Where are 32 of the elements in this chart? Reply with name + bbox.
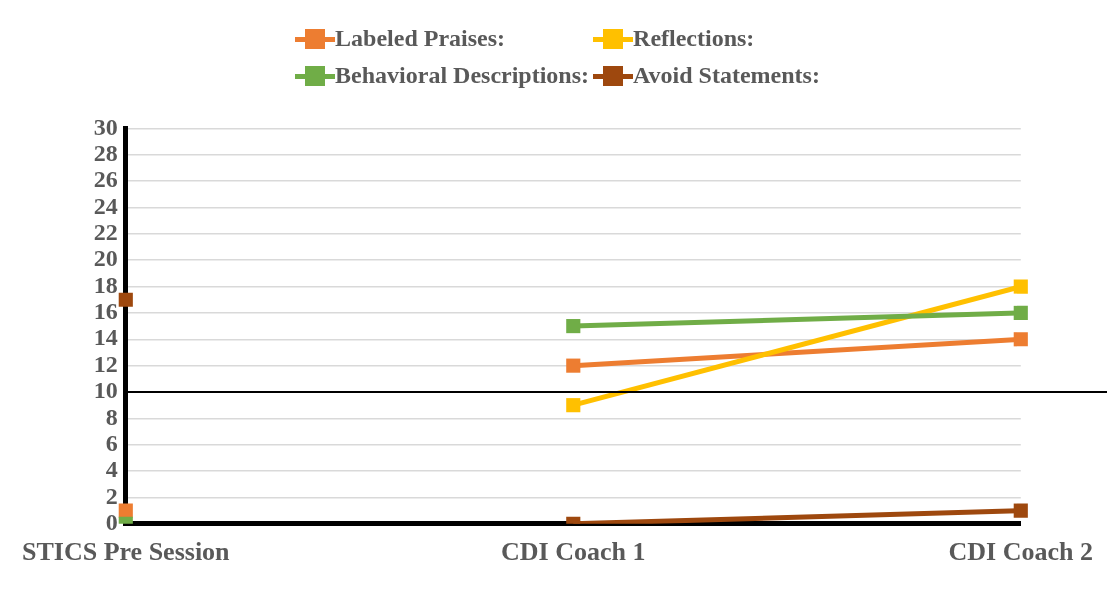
- x-tick-label: CDI Coach 2: [948, 537, 1093, 567]
- point: [566, 358, 581, 373]
- y-tick-label: 4: [105, 456, 118, 483]
- x-tick-label: CDI Coach 1: [501, 537, 646, 567]
- legend-label: Avoid Statements:: [633, 62, 820, 89]
- point: [1013, 305, 1028, 320]
- x-tick-label: STICS Pre Session: [22, 537, 231, 567]
- point: [1013, 503, 1028, 518]
- point: [566, 398, 581, 413]
- y-tick-label: 24: [93, 192, 118, 219]
- y-tick-label: 30: [93, 113, 118, 140]
- y-tick-label: 8: [105, 403, 118, 430]
- y-tick-label: 22: [93, 219, 118, 246]
- y-tick-label: 6: [105, 429, 118, 456]
- legend-label: Behavioral Descriptions:: [335, 62, 590, 89]
- point: [1013, 279, 1028, 294]
- y-tick-label: 0: [105, 509, 118, 535]
- legend-label: Labeled Praises:: [335, 25, 506, 52]
- legend-label: Reflections:: [633, 25, 755, 52]
- point: [118, 292, 133, 307]
- y-tick-label: 16: [93, 298, 118, 325]
- y-tick-label: 20: [93, 245, 118, 272]
- y-tick-label: 28: [93, 139, 118, 166]
- y-tick-label: 12: [93, 350, 118, 377]
- y-tick-label: 14: [93, 324, 118, 351]
- y-tick-label: 10: [93, 377, 118, 404]
- point: [1013, 332, 1028, 347]
- y-tick-label: 26: [93, 166, 118, 193]
- point: [566, 319, 581, 334]
- y-tick-label: 18: [93, 271, 118, 298]
- point: [118, 503, 133, 518]
- y-tick-label: 2: [105, 482, 118, 509]
